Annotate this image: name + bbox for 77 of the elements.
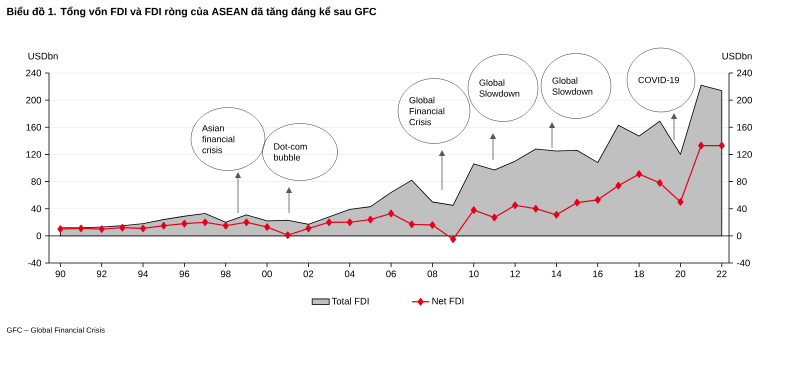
annotation: Asian financial crisis [202,124,234,154]
x-tick-label: 20 [676,270,686,278]
point [222,222,229,230]
chart-title: Biểu đồ 1. Tổng vốn FDI và FDI ròng của ASEAN đã tăng đáng kể sau GFC [7,6,376,18]
point [636,170,642,178]
point [346,218,353,226]
y-tick-label: 40 [31,205,42,212]
y2-tick-label: 200 [737,96,752,104]
y2-axis-title: USDbn [722,52,752,60]
y-tick-label: 200 [26,96,42,104]
x-tick-label: 16 [593,270,603,278]
y2-tick-label: -40 [736,260,750,266]
y-tick-label: 0 [36,232,42,240]
x-tick-label: 98 [220,270,231,278]
x-tick-label: 18 [634,270,644,278]
x-tick-label: 00 [262,270,272,278]
point [574,198,580,206]
point [408,220,415,228]
y-tick-label: 80 [31,178,42,185]
point [181,220,188,228]
x-tick-label: 10 [469,270,479,278]
x-tick-label: 92 [96,270,107,278]
y2-tick-label: 120 [737,151,752,158]
point [532,204,539,213]
y2-tick-label: 40 [736,205,747,212]
point [305,224,312,232]
point [140,224,146,232]
annotation: Global Financial Crisis [409,96,444,126]
y-tick-label: 160 [26,124,42,131]
point [470,206,477,214]
y2-tick-label: 240 [737,70,752,76]
point [264,223,270,231]
x-tick-label: 96 [180,270,190,278]
point [119,224,126,232]
x-tick-label: 90 [56,270,66,278]
y-axis-title: USDbn [28,52,58,60]
point [326,218,332,226]
point [677,198,684,206]
point [594,196,601,204]
y-tick-label: 120 [26,151,42,158]
annotation: COVID-19 [638,76,679,84]
point [202,218,208,226]
point [718,142,725,150]
x-tick-label: 08 [428,270,438,278]
point [698,142,704,150]
x-tick-label: 04 [344,270,355,278]
x-tick-label: 14 [552,270,562,278]
point [243,218,250,226]
point [284,231,291,239]
point [98,225,105,233]
point [388,210,394,218]
legend-label: Net FDI [432,298,464,304]
point [512,202,518,210]
point [615,182,622,190]
point [367,216,374,224]
y2-tick-label: 80 [736,178,747,185]
y-tick-label: -40 [28,260,42,266]
x-tick-label: 02 [304,270,314,278]
point [78,224,84,232]
x-tick-label: 06 [386,270,396,278]
annotation: Dot-com bubble [274,143,307,161]
annotation: Global Slowdown [479,79,520,97]
point [491,214,498,222]
y-tick-label: 240 [26,70,42,76]
point [450,235,456,244]
legend-label: Total FDI [332,298,369,305]
x-tick-label: 12 [510,270,520,278]
x-tick-label: 94 [138,270,148,278]
point [429,221,436,229]
y2-tick-label: 160 [737,124,752,131]
point [57,225,64,233]
annotation: Global Slowdown [552,77,592,95]
y2-tick-label: 0 [736,232,742,240]
point [553,211,560,219]
x-tick-label: 22 [716,270,727,278]
point [160,222,167,230]
point [656,179,663,187]
